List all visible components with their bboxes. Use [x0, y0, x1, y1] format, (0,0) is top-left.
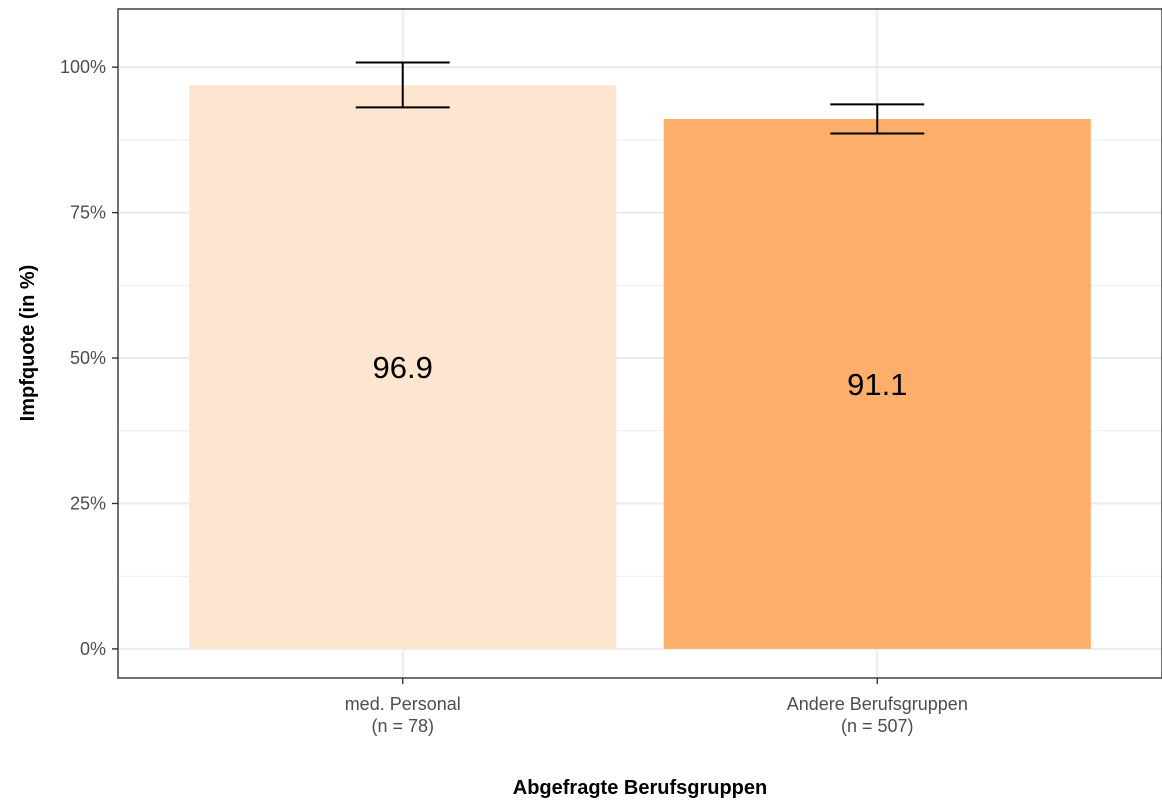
y-axis-title: Impfquote (in %)	[17, 265, 39, 422]
y-tick-label: 25%	[70, 493, 106, 513]
x-axis: med. Personal(n = 78) Andere Berufsgruppe…	[345, 678, 968, 736]
y-tick-label: 75%	[70, 203, 106, 223]
bar	[189, 85, 617, 649]
y-axis: 0% 25% 50% 75% 100%	[60, 57, 118, 659]
x-tick-count: (n = 78)	[371, 716, 434, 736]
y-tick-label: 50%	[70, 348, 106, 368]
error-bars	[355, 61, 925, 135]
error-bar	[355, 61, 450, 109]
bars	[189, 85, 1091, 649]
bar-value-label: 91.1	[847, 367, 907, 402]
bar-value-label: 96.9	[373, 350, 433, 385]
x-tick-count: (n = 507)	[841, 716, 914, 736]
plot-panel-border	[117, 8, 1162, 679]
value-labels: 96.9 91.1	[373, 350, 908, 402]
error-bar	[830, 103, 925, 135]
bar	[663, 118, 1091, 649]
x-tick-label: Andere Berufsgruppen	[787, 694, 968, 714]
x-axis-title: Abgefragte Berufsgruppen	[513, 777, 767, 799]
x-tick-label: med. Personal	[345, 694, 461, 714]
y-tick-label: 100%	[60, 57, 106, 77]
y-tick-label: 0%	[80, 639, 106, 659]
